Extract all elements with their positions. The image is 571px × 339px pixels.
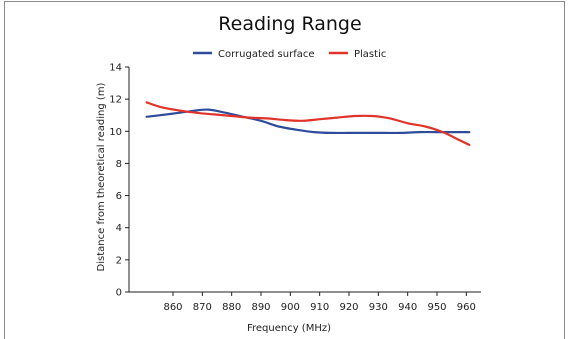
x-tick-label: 870 bbox=[193, 302, 212, 313]
series-layer bbox=[145, 101, 471, 146]
chart-title: Reading Range bbox=[218, 13, 361, 35]
x-tick-label: 920 bbox=[339, 302, 358, 313]
y-tick-label: 8 bbox=[116, 159, 122, 170]
x-tick-label: 880 bbox=[222, 302, 241, 313]
legend-label-corrugated: Corrugated surface bbox=[218, 49, 315, 60]
y-tick-label: 14 bbox=[109, 63, 122, 74]
x-tick-label: 890 bbox=[251, 302, 270, 313]
y-tick-label: 0 bbox=[116, 288, 122, 299]
y-tick-label: 12 bbox=[109, 95, 122, 106]
x-tick-label: 950 bbox=[427, 302, 446, 313]
x-tick-label: 910 bbox=[310, 302, 329, 313]
x-tick-label: 860 bbox=[163, 302, 182, 313]
x-tick-label: 930 bbox=[369, 302, 388, 313]
y-tick-label: 4 bbox=[116, 223, 122, 234]
y-axis-label: Distance from theoretical reading (m) bbox=[96, 82, 107, 271]
y-tick-label: 10 bbox=[109, 127, 122, 138]
series-line-plastic bbox=[145, 101, 471, 146]
x-tick-label: 940 bbox=[398, 302, 417, 313]
y-tick-label: 6 bbox=[116, 191, 122, 202]
legend: Corrugated surface Plastic bbox=[193, 49, 386, 60]
legend-label-plastic: Plastic bbox=[354, 49, 386, 60]
chart-frame bbox=[4, 1, 565, 339]
axes: 0 2 4 6 8 10 12 14 860 870 880 890 900 910 920 930 940 95… bbox=[109, 63, 481, 313]
series-line-corrugated-surface bbox=[145, 108, 471, 135]
x-tick-label: 960 bbox=[457, 302, 476, 313]
x-axis-label: Frequency (MHz) bbox=[247, 323, 331, 334]
y-tick-label: 2 bbox=[116, 255, 122, 266]
x-tick-label: 900 bbox=[281, 302, 300, 313]
